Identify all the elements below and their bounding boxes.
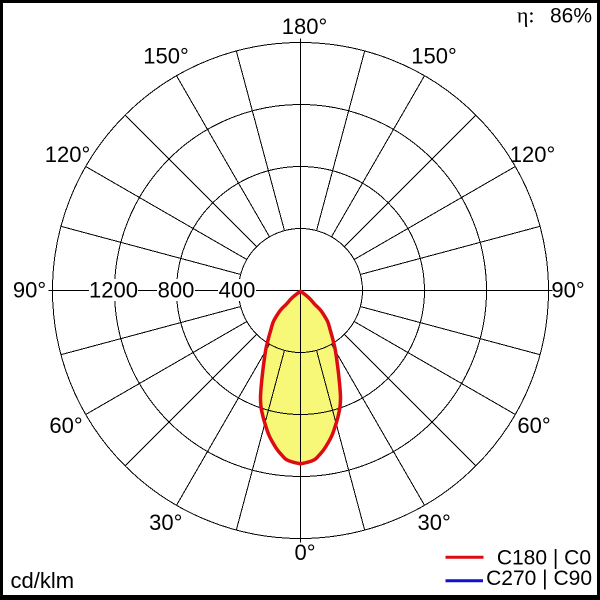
- svg-text:30°: 30°: [149, 510, 182, 535]
- svg-text:90°: 90°: [551, 278, 584, 303]
- svg-text:C180 | C0: C180 | C0: [497, 547, 591, 570]
- svg-text:C270 | C90: C270 | C90: [486, 567, 592, 590]
- svg-text:800: 800: [158, 278, 195, 303]
- svg-text:1200: 1200: [89, 278, 138, 303]
- svg-text:60°: 60°: [517, 413, 550, 438]
- svg-text:30°: 30°: [418, 510, 451, 535]
- svg-text:86%: 86%: [550, 5, 592, 28]
- svg-text:150°: 150°: [143, 44, 189, 69]
- svg-text:400: 400: [219, 278, 256, 303]
- svg-text:180°: 180°: [282, 14, 328, 39]
- svg-text:90°: 90°: [13, 278, 46, 303]
- svg-text:η:: η:: [517, 3, 535, 28]
- svg-text:0°: 0°: [294, 540, 315, 565]
- svg-text:150°: 150°: [411, 44, 457, 69]
- svg-text:120°: 120°: [45, 142, 91, 167]
- svg-text:cd/klm: cd/klm: [11, 568, 75, 593]
- svg-text:120°: 120°: [510, 142, 556, 167]
- svg-text:60°: 60°: [49, 413, 82, 438]
